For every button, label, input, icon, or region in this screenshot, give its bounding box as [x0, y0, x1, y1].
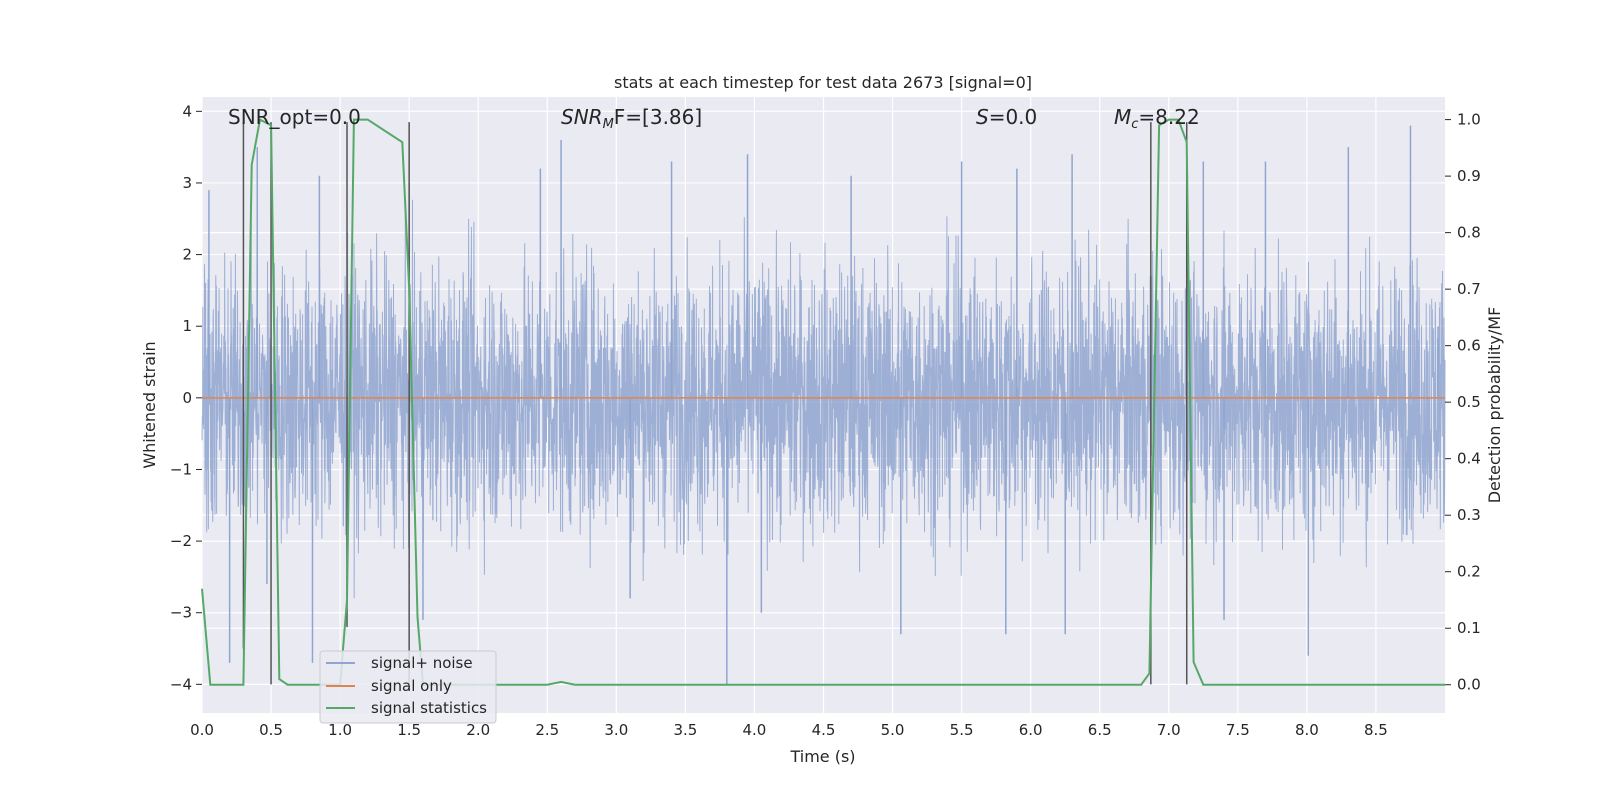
y2-tick-label: 0.9: [1457, 167, 1481, 185]
annotation-mc-main: M: [1114, 105, 1131, 129]
y-tick-label: −3: [170, 604, 192, 622]
y-tick-label: 0: [182, 389, 192, 407]
annotation-snr-mf-sub: M: [603, 117, 614, 132]
annotation-snr-mf-rest: F=[3.86]: [614, 105, 702, 129]
x-tick-label: 6.0: [1019, 721, 1043, 739]
annotation-snr-opt: SNR_opt=0.0: [228, 105, 361, 129]
legend-label-signal-statistics: signal statistics: [371, 699, 487, 717]
y-axis-label: Whitened strain: [140, 341, 159, 468]
signal-statistics-line: [201, 118, 1445, 686]
y2-tick-label: 0.8: [1457, 224, 1481, 242]
x-tick-label: 8.0: [1295, 721, 1319, 739]
x-tick-label: 2.5: [535, 721, 559, 739]
annotation-s: S=0.0: [976, 105, 1037, 129]
y-tick-label: 1: [182, 317, 192, 335]
x-tick-label: 1.0: [328, 721, 352, 739]
annotation-s-main: S: [976, 105, 989, 129]
chart-title: stats at each timestep for test data 267…: [614, 73, 1032, 92]
y2-tick-label: 0.4: [1457, 450, 1481, 468]
x-tick-label: 7.5: [1226, 721, 1250, 739]
x-tick-label: 7.0: [1157, 721, 1181, 739]
x-tick-label: 3.0: [604, 721, 628, 739]
signal-statistics-series: [201, 118, 1445, 686]
x-axis-label: Time (s): [789, 747, 855, 766]
annotation-mc-sub: c: [1131, 117, 1138, 132]
y2-tick-label: 0.7: [1457, 280, 1481, 298]
y2-tick-label: 0.3: [1457, 506, 1481, 524]
annotation-snr-mf: SNRMF=[3.86]: [561, 105, 702, 132]
y-tick-label: 4: [182, 102, 192, 120]
annotation-mc: Mc=8.22: [1114, 105, 1200, 132]
y-tick-label: 3: [182, 174, 192, 192]
y-axis-ticks: −4 −3 −2 −1 0 1 2 3 4: [170, 102, 202, 693]
annotation-mc-rest: =8.22: [1138, 105, 1199, 129]
x-tick-label: 2.0: [466, 721, 490, 739]
x-tick-label: 1.5: [397, 721, 421, 739]
y2-tick-label: 0.5: [1457, 393, 1481, 411]
legend-label-signal-only: signal only: [371, 677, 452, 695]
y2-tick-label: 1.0: [1457, 111, 1481, 129]
x-tick-label: 8.5: [1364, 721, 1388, 739]
x-tick-label: 4.0: [743, 721, 767, 739]
y-tick-label: −1: [170, 460, 192, 478]
y-tick-label: 2: [182, 246, 192, 264]
y-tick-label: −2: [170, 532, 192, 550]
x-tick-label: 3.5: [673, 721, 697, 739]
annotation-s-rest: =0.0: [989, 105, 1038, 129]
x-tick-label: 4.5: [812, 721, 836, 739]
x-axis-ticks: 0.0 0.5 1.0 1.5 2.0 2.5 3.0 3.5 4.0 4.5 5.0 5.5 6.0 6…: [190, 721, 1388, 739]
y-tick-label: −4: [170, 675, 192, 693]
x-tick-label: 5.5: [950, 721, 974, 739]
legend-box: [319, 650, 497, 724]
x-tick-label: 6.5: [1088, 721, 1112, 739]
y2-axis-label: Detection probability/MF: [1485, 307, 1504, 504]
x-tick-label: 0.5: [259, 721, 283, 739]
y2-tick-label: 0.2: [1457, 563, 1481, 581]
y2-tick-label: 0.6: [1457, 337, 1481, 355]
x-tick-label: 5.0: [881, 721, 905, 739]
y2-tick-label: 0.0: [1457, 676, 1481, 694]
y2-axis-ticks: 0.0 0.1 0.2 0.3 0.4 0.5 0.6 0.7 0.8 0.9 1.0: [1445, 111, 1481, 694]
y2-tick-label: 0.1: [1457, 619, 1481, 637]
annotation-snr-mf-main: SNR: [561, 105, 603, 129]
legend-label-signal-noise: signal+ noise: [371, 654, 473, 672]
legend: signal+ noise signal only signal statist…: [319, 650, 497, 724]
x-tick-label: 0.0: [190, 721, 214, 739]
